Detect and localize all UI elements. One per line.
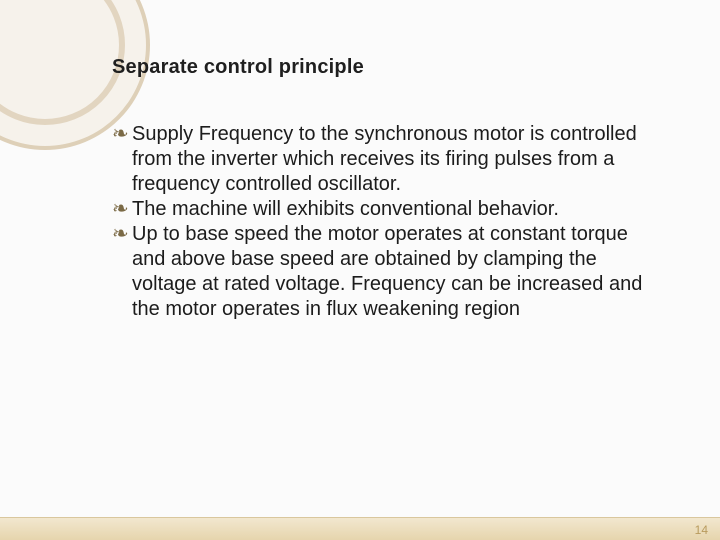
bullet-text: Supply Frequency to the synchronous moto… <box>132 123 637 195</box>
bullet-item: ❧ The machine will exhibits conventional… <box>112 197 652 222</box>
slide: Separate control principle ❧ Supply Freq… <box>0 0 720 540</box>
bullet-item: ❧ Supply Frequency to the synchronous mo… <box>112 122 652 197</box>
footer-bar: 14 <box>0 517 720 540</box>
bullet-list: ❧ Supply Frequency to the synchronous mo… <box>112 122 652 322</box>
bullet-glyph-icon: ❧ <box>112 122 129 147</box>
slide-body: ❧ Supply Frequency to the synchronous mo… <box>112 122 652 322</box>
bullet-glyph-icon: ❧ <box>112 197 129 222</box>
bullet-glyph-icon: ❧ <box>112 222 129 247</box>
page-number: 14 <box>695 523 708 537</box>
bullet-text: Up to base speed the motor operates at c… <box>132 223 642 320</box>
bullet-text: The machine will exhibits conventional b… <box>132 198 559 220</box>
bullet-item: ❧ Up to base speed the motor operates at… <box>112 222 652 322</box>
slide-title: Separate control principle <box>112 56 364 79</box>
ornament-ring-inner <box>0 0 125 125</box>
